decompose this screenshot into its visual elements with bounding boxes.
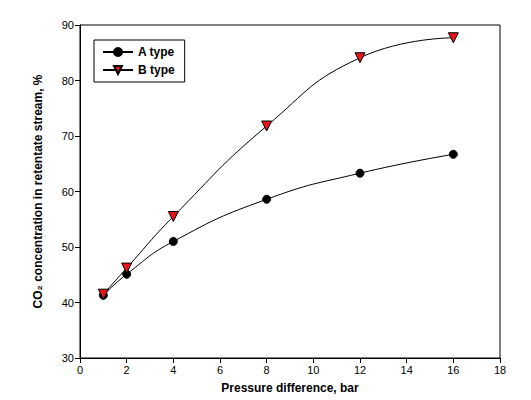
svg-text:2: 2 [124, 364, 130, 376]
svg-text:30: 30 [62, 352, 74, 364]
svg-text:A type: A type [138, 45, 175, 59]
svg-text:16: 16 [447, 364, 459, 376]
svg-text:CO₂ concentration in retentate: CO₂ concentration in retentate stream, % [31, 74, 45, 308]
svg-text:4: 4 [170, 364, 176, 376]
svg-text:70: 70 [62, 130, 74, 142]
svg-text:14: 14 [401, 364, 413, 376]
svg-text:90: 90 [62, 19, 74, 31]
svg-text:6: 6 [217, 364, 223, 376]
svg-text:0: 0 [77, 364, 83, 376]
svg-text:10: 10 [307, 364, 319, 376]
svg-text:12: 12 [354, 364, 366, 376]
svg-text:8: 8 [264, 364, 270, 376]
svg-text:B type: B type [138, 63, 175, 77]
svg-text:40: 40 [62, 297, 74, 309]
svg-text:Pressure difference, bar: Pressure difference, bar [221, 381, 359, 395]
svg-text:18: 18 [494, 364, 506, 376]
svg-text:80: 80 [62, 75, 74, 87]
svg-text:60: 60 [62, 186, 74, 198]
svg-text:50: 50 [62, 241, 74, 253]
